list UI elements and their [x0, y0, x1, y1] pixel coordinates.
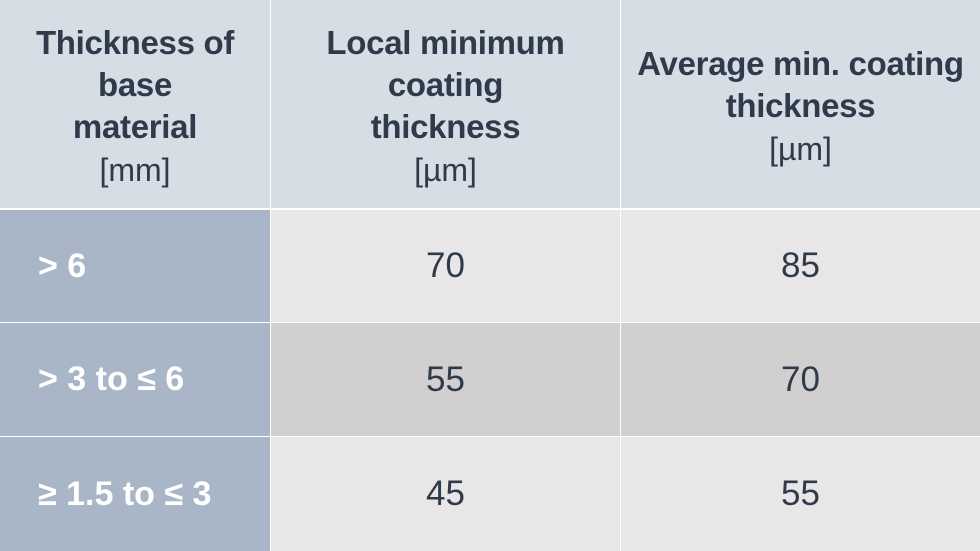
- average-minimum-value: 70: [620, 322, 980, 436]
- local-minimum-value: 45: [270, 436, 620, 551]
- average-minimum-value: 55: [620, 436, 980, 551]
- average-minimum-value: 85: [620, 208, 980, 322]
- row-label: ≥ 1.5 to ≤ 3: [0, 436, 270, 551]
- local-minimum-value: 55: [270, 322, 620, 436]
- header-average-minimum-unit: [µm]: [769, 131, 832, 167]
- header-local-minimum: Local minimum coating thickness [µm]: [270, 0, 620, 208]
- header-base-thickness-title: Thickness of base material: [35, 24, 235, 145]
- header-local-minimum-title: Local minimum coating thickness: [326, 24, 565, 145]
- header-base-thickness-unit: [mm]: [99, 152, 171, 188]
- header-average-minimum: Average min. coating thickness [µm]: [620, 0, 980, 208]
- local-minimum-value: 70: [270, 208, 620, 322]
- header-local-minimum-unit: [µm]: [414, 152, 477, 188]
- row-label: > 3 to ≤ 6: [0, 322, 270, 436]
- header-average-minimum-title: Average min. coating thickness: [637, 45, 964, 124]
- row-label: > 6: [0, 208, 270, 322]
- header-base-thickness: Thickness of base material [mm]: [0, 0, 270, 208]
